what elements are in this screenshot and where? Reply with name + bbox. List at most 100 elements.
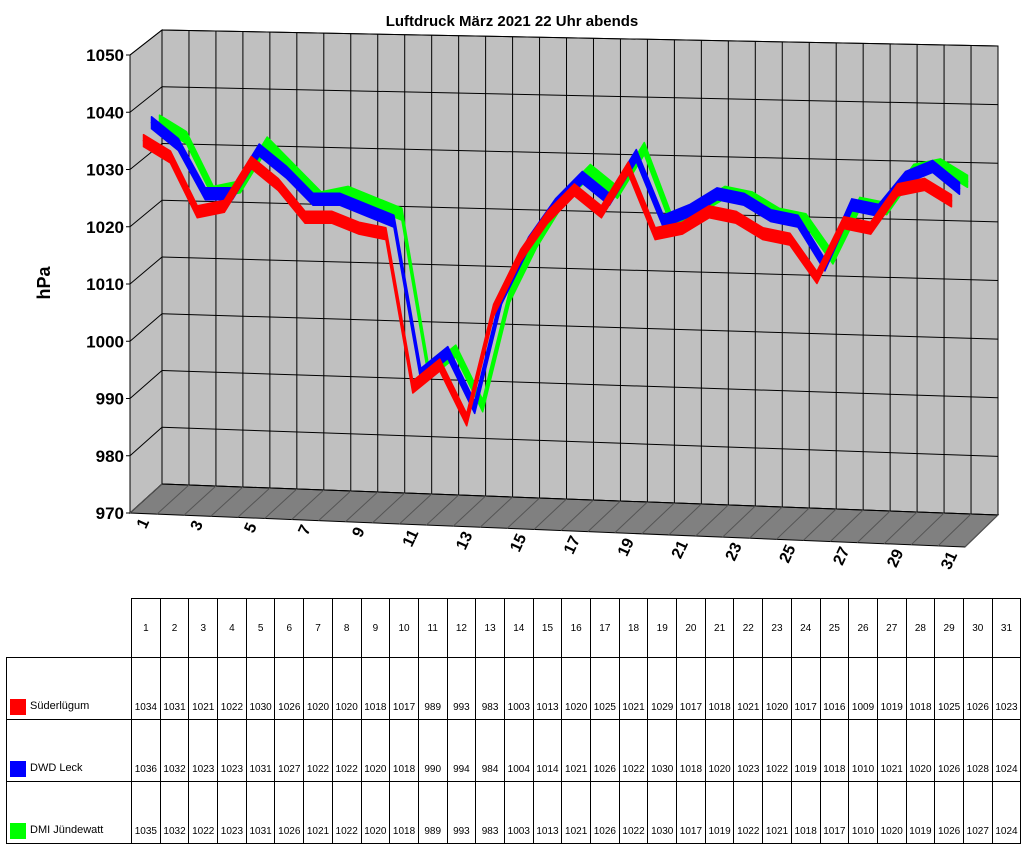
data-point	[412, 386, 414, 388]
table-header-cell: 11	[417, 598, 448, 658]
table-value-cell: 1019	[790, 719, 821, 782]
table-value-cell: 1025	[590, 657, 620, 720]
table-header-cell: 31	[991, 598, 1022, 658]
data-table: 1 2 3 4 5 6 7 8 9 10 11 12 13 14 15 16 17 18 19 20 21 22 23 24 2…	[6, 598, 1022, 844]
table-value-cell: 1014	[532, 719, 563, 782]
table-value-cell: 1036	[131, 719, 161, 782]
y-tick-label: 1040	[86, 103, 124, 122]
table-value-cell: 1032	[159, 719, 190, 782]
table-value-cell: 1021	[561, 781, 591, 844]
table-value-cell: 1024	[991, 781, 1022, 844]
table-value-cell: 1017	[676, 657, 706, 720]
table-value-cell: 990	[417, 719, 448, 782]
data-point	[716, 193, 718, 195]
table-value-cell: 1013	[532, 781, 563, 844]
x-tick-label: 25	[777, 542, 800, 565]
x-tick-label: 29	[884, 547, 907, 570]
side-wall	[129, 28, 163, 515]
table-value-cell: 989	[417, 781, 448, 844]
table-value-cell: 1030	[245, 657, 276, 720]
table-header-cell: 14	[503, 598, 534, 658]
table-header-cell: 1	[131, 598, 161, 658]
data-point	[627, 167, 630, 169]
y-axis-ticks: 970 980 990 1000 1010 1020 1030 1040 1050	[86, 46, 130, 523]
table-header-cell: 22	[733, 598, 764, 658]
data-point	[662, 220, 665, 222]
data-point	[735, 216, 737, 219]
table-value-cell: 1021	[876, 719, 907, 782]
table-value-cell: 993	[446, 657, 477, 720]
table-value-cell: 1019	[876, 657, 907, 720]
data-point	[481, 405, 484, 407]
legend-label: DMI Jündewatt	[30, 824, 104, 836]
data-point	[850, 203, 853, 206]
table-value-cell: 1020	[360, 719, 391, 782]
table-value-cell: 1023	[733, 719, 764, 782]
chart-walls	[128, 28, 1000, 548]
table-value-cell: 1003	[503, 781, 534, 844]
chart-title: Luftdruck März 2021 22 Uhr abends	[386, 13, 639, 30]
table-value-cell: 983	[475, 657, 505, 720]
x-tick-label: 19	[615, 536, 638, 559]
x-tick-label: 21	[669, 538, 692, 561]
table-value-cell: 1020	[704, 719, 735, 782]
table-value-cell: 1019	[905, 781, 936, 844]
table-value-cell: 1016	[819, 657, 850, 720]
x-tick-label: 13	[453, 529, 476, 552]
table-value-cell: 1018	[360, 657, 391, 720]
x-tick-label: 31	[938, 549, 961, 572]
data-point	[950, 200, 953, 202]
series-ribbon	[150, 115, 961, 415]
table-value-cell: 1035	[131, 781, 161, 844]
table-value-cell: 1031	[245, 719, 276, 782]
table-value-cell: 1028	[962, 719, 993, 782]
table-value-cell: 1022	[331, 719, 362, 782]
table-header-cell: 13	[475, 598, 505, 658]
data-point	[142, 139, 145, 142]
table-header-cell: 29	[934, 598, 964, 658]
data-point	[312, 198, 314, 201]
data-point	[816, 276, 818, 279]
series-ribbon	[142, 133, 953, 427]
data-point	[358, 227, 360, 229]
table-value-cell: 1017	[819, 781, 850, 844]
data-point	[805, 218, 807, 221]
data-point	[277, 183, 279, 186]
table-row: DMI Jündewatt 1035 1032 1022 1023 1031 1026 102…	[6, 781, 1022, 844]
y-tick-label: 1050	[86, 46, 124, 65]
table-value-cell: 1010	[848, 781, 878, 844]
table-header-cell: 4	[217, 598, 247, 658]
table-value-cell: 1022	[618, 719, 649, 782]
y-tick-label: 980	[96, 447, 124, 466]
data-point	[939, 164, 942, 166]
table-header-cell: 19	[647, 598, 678, 658]
table-value-cell: 1022	[217, 657, 247, 720]
data-point	[869, 227, 872, 229]
table-header-cell: 24	[790, 598, 821, 658]
table-header-cell: 16	[561, 598, 591, 658]
table-value-cell: 1022	[733, 781, 764, 844]
data-point	[446, 351, 449, 354]
table-value-cell: 1026	[962, 657, 993, 720]
y-tick-label: 1000	[86, 332, 124, 351]
chart-series	[142, 114, 969, 427]
chart-grid	[129, 29, 999, 548]
data-point	[185, 136, 188, 139]
table-value-cell: 1009	[848, 657, 878, 720]
table-value-cell: 1017	[676, 781, 706, 844]
table-value-cell: 1022	[303, 719, 333, 782]
table-value-cell: 1023	[188, 719, 219, 782]
data-point	[966, 180, 969, 183]
data-point	[339, 198, 341, 201]
data-point	[331, 216, 333, 219]
data-point	[169, 156, 172, 158]
table-header-cell: 7	[303, 598, 333, 658]
data-point	[150, 121, 153, 124]
table-value-cell: 1019	[704, 781, 735, 844]
data-point	[385, 232, 387, 235]
table-value-cell: 1026	[590, 781, 620, 844]
data-point	[797, 220, 799, 222]
table-value-cell: 1020	[561, 657, 591, 720]
data-point	[204, 193, 207, 195]
data-point	[465, 419, 468, 421]
